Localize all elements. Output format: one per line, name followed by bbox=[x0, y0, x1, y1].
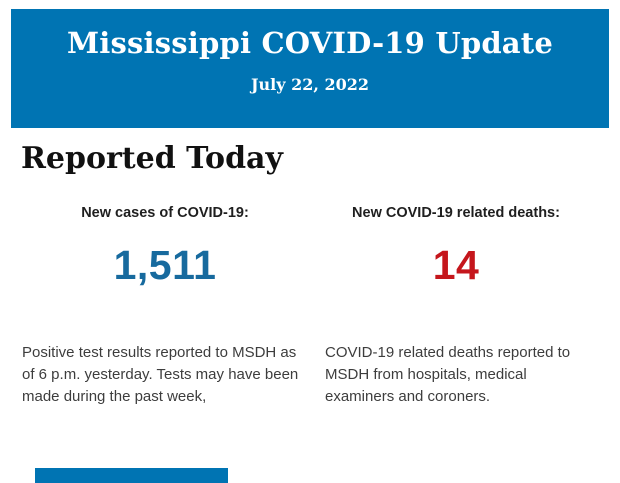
new-deaths-label: New COVID-19 related deaths: bbox=[352, 205, 560, 221]
new-cases-column: New cases of COVID-19: 1,511 Positive te… bbox=[22, 205, 308, 408]
section-title-reported-today: Reported Today bbox=[21, 141, 283, 176]
new-deaths-description: COVID-19 related deaths reported to MSDH… bbox=[325, 344, 571, 405]
new-cases-label: New cases of COVID-19: bbox=[81, 205, 249, 221]
new-cases-value: 1,511 bbox=[113, 242, 217, 288]
new-deaths-value: 14 bbox=[432, 242, 480, 288]
header-banner: Mississippi COVID-19 Update July 22, 202… bbox=[11, 9, 609, 128]
stats-columns: New cases of COVID-19: 1,511 Positive te… bbox=[0, 205, 620, 408]
next-section-banner-partial bbox=[35, 468, 228, 483]
page-title: Mississippi COVID-19 Update bbox=[66, 26, 554, 60]
report-date: July 22, 2022 bbox=[250, 75, 370, 94]
new-cases-description: Positive test results reported to MSDH a… bbox=[22, 344, 299, 405]
new-deaths-column: New COVID-19 related deaths: 14 COVID-19… bbox=[325, 205, 587, 408]
